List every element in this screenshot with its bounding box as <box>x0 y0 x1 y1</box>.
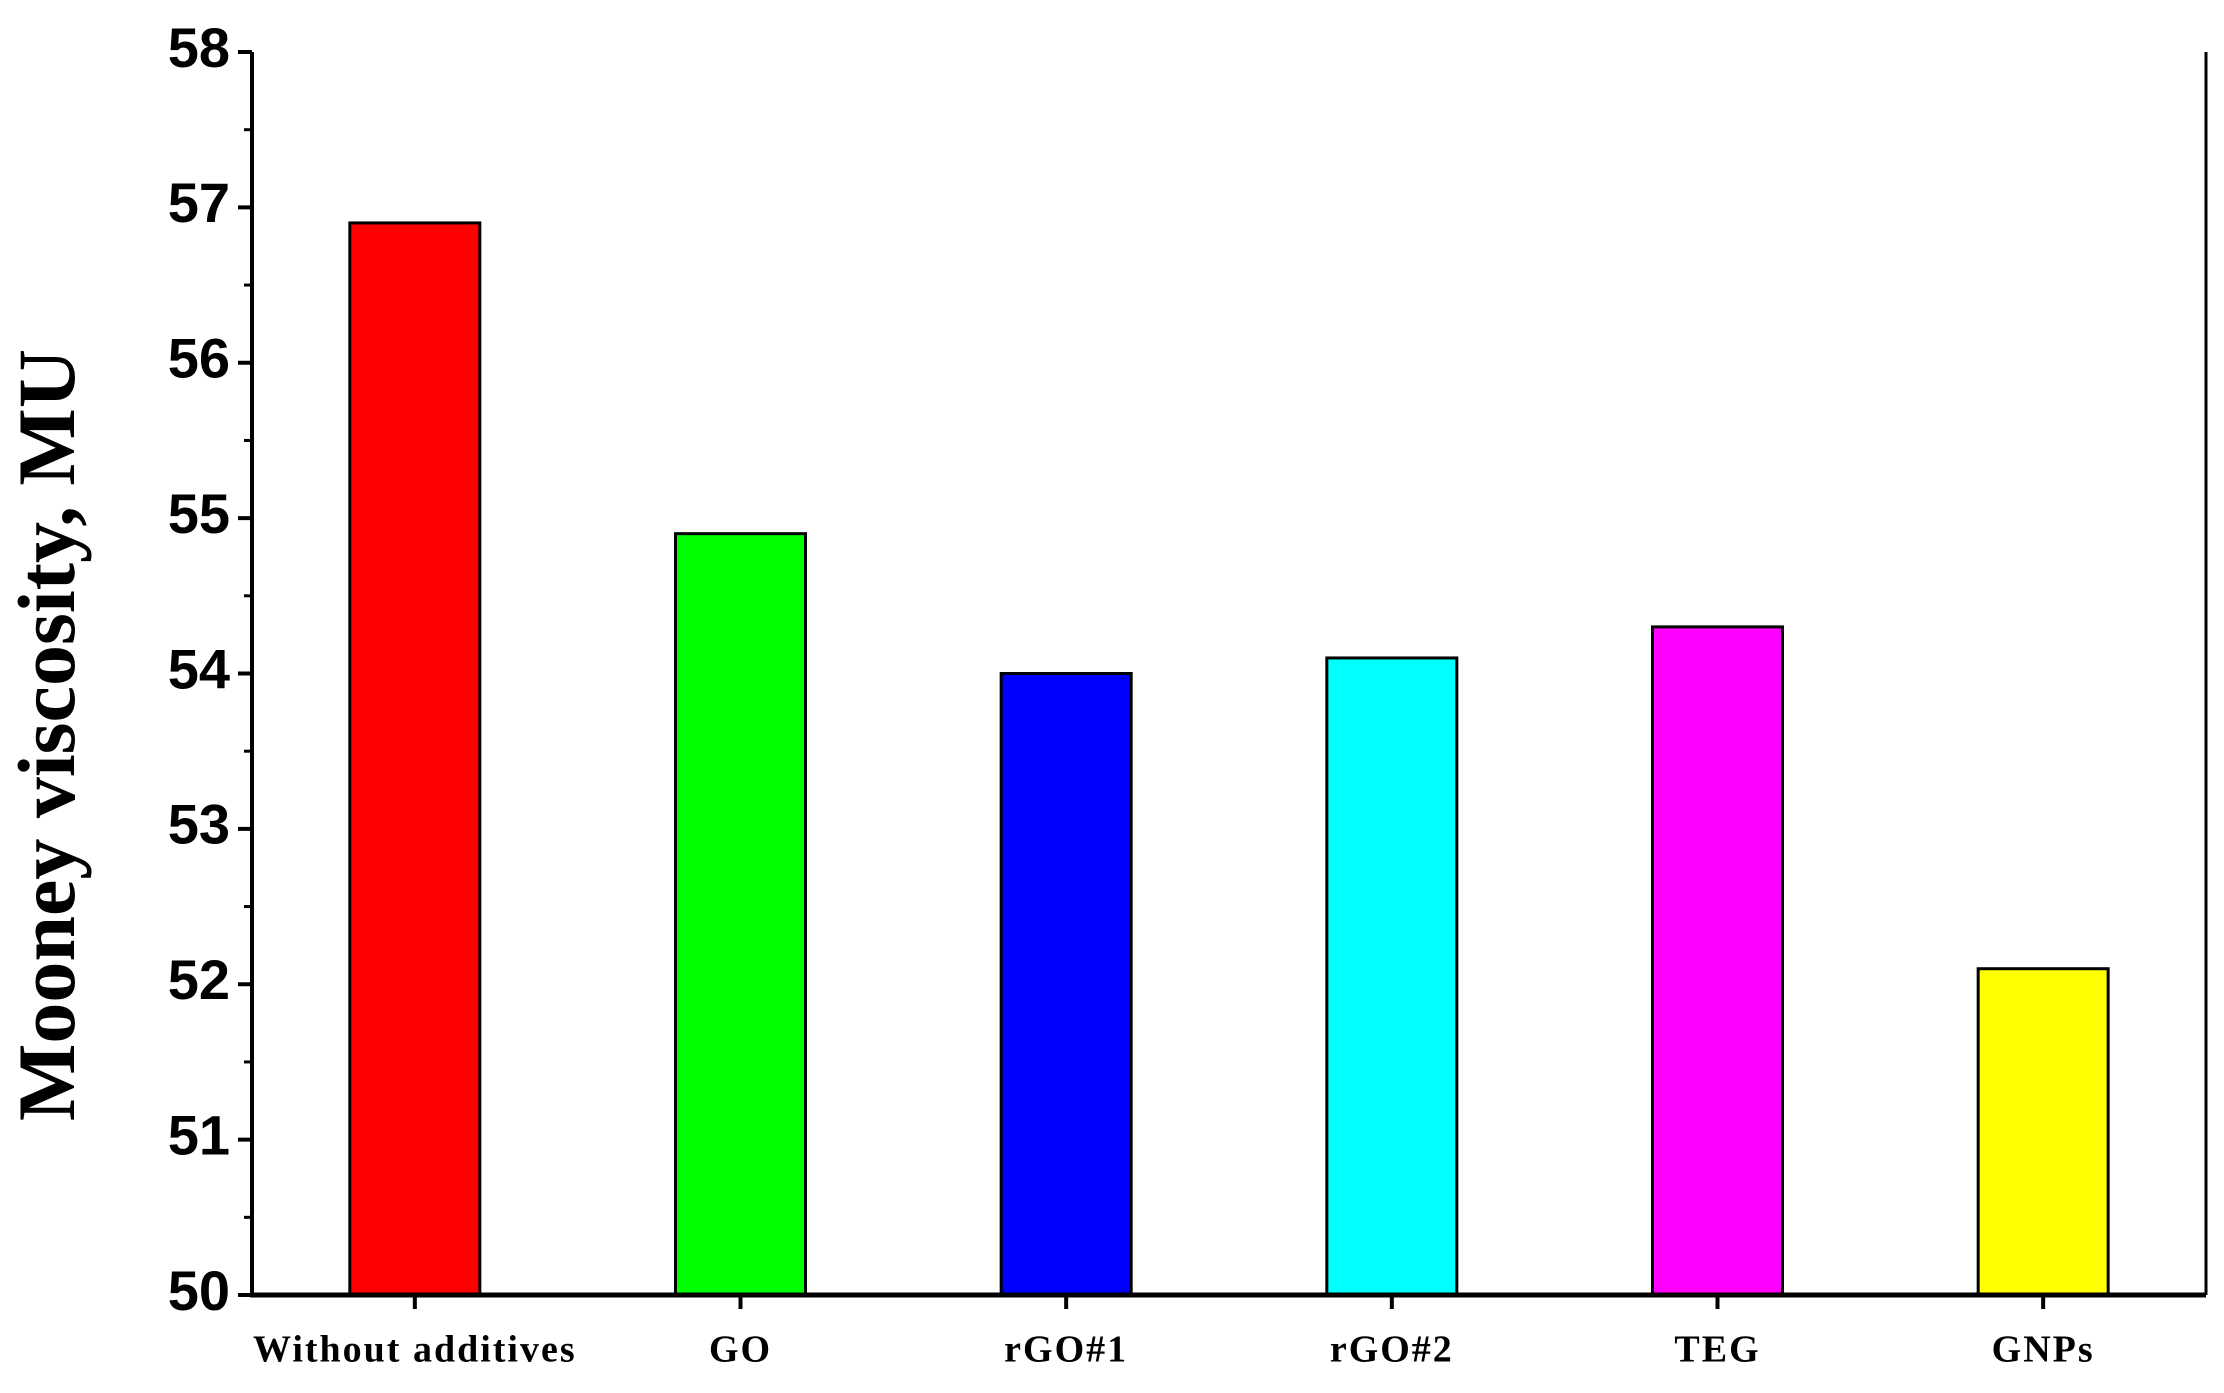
bar <box>674 532 807 1297</box>
y-tick-label: 53 <box>168 793 230 856</box>
bar <box>1325 656 1459 1297</box>
y-tick-label: 56 <box>168 327 230 390</box>
y-axis-label: Mooney viscosity, MU <box>1 349 92 1121</box>
x-tick-label: rGO#2 <box>1330 1328 1454 1370</box>
x-tick-label: TEG <box>1674 1328 1760 1370</box>
y-tick-label: 58 <box>168 16 230 79</box>
bar <box>348 221 482 1297</box>
y-tick-label: 57 <box>168 171 230 234</box>
y-tick-label: 54 <box>168 637 230 700</box>
y-tick-label: 50 <box>168 1259 230 1322</box>
bar <box>999 672 1133 1297</box>
y-tick-label: 52 <box>168 948 230 1011</box>
y-tick-label: 51 <box>168 1103 230 1166</box>
x-tick-label: Without additives <box>253 1328 577 1370</box>
bar <box>1976 967 2110 1297</box>
y-tick-label: 55 <box>168 482 230 545</box>
x-tick-label: GO <box>709 1328 772 1370</box>
x-tick-label: GNPs <box>1992 1328 2095 1370</box>
x-tick-label: rGO#1 <box>1004 1328 1128 1370</box>
bar <box>1651 625 1784 1297</box>
